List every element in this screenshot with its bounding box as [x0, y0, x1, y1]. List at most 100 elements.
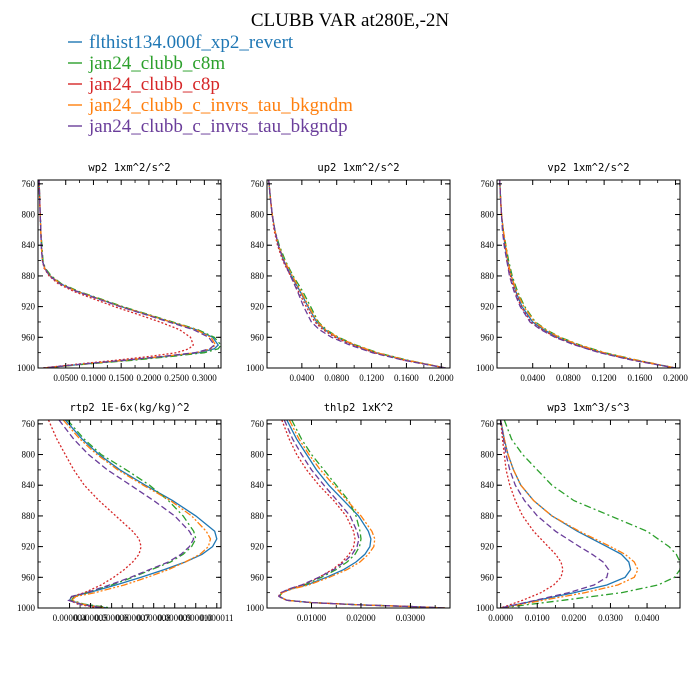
panel-frame [37, 179, 222, 369]
legend-label: jan24_clubb_c_invrs_tau_bkgndm [88, 95, 353, 116]
y-tick-label: 960 [22, 572, 36, 582]
x-tick-label: 0.0500 [53, 373, 78, 383]
panel-frame [496, 419, 681, 609]
x-tick-label: 0.1200 [592, 373, 617, 383]
y-tick-label: 920 [22, 302, 36, 312]
y-tick-label: 960 [251, 332, 265, 342]
series-line [38, 180, 220, 368]
x-tick-label: 0.0100 [525, 613, 550, 623]
x-tick-label: 0.1600 [394, 373, 419, 383]
series-line [38, 180, 216, 368]
x-tick-label: 0.000011 [200, 613, 233, 623]
series-line [277, 420, 446, 608]
y-tick-label: 760 [481, 419, 495, 429]
x-tick-label: 0.000007 [116, 613, 150, 623]
y-tick-label: 1000 [476, 603, 495, 613]
series-lines [499, 180, 676, 368]
panel-title: thlp2 1xK^2 [324, 402, 394, 414]
x-tick-label: 0.1200 [359, 373, 384, 383]
y-tick-label: 840 [22, 240, 36, 250]
series-line [278, 420, 446, 608]
x-tick-label: 0.01000 [297, 613, 327, 623]
legend-item: flthist134.000f_xp2_revert [68, 32, 294, 53]
x-tick-label: 0.000009 [158, 613, 192, 623]
panel-frame [496, 179, 681, 369]
series-line [268, 180, 446, 368]
y-tick-label: 800 [22, 450, 36, 460]
x-tick-label: 0.0800 [324, 373, 349, 383]
series-lines [38, 180, 221, 368]
panel-title: up2 1xm^2/s^2 [317, 162, 399, 174]
series-line [500, 420, 610, 608]
series-line [268, 180, 446, 368]
y-tick-label: 840 [22, 480, 36, 490]
y-tick-label: 920 [251, 542, 265, 552]
series-line [268, 180, 446, 368]
y-tick-label: 920 [481, 302, 495, 312]
y-tick-label: 960 [481, 572, 495, 582]
figure-title: CLUBB VAR at280E,-2N [251, 10, 450, 31]
series-line [500, 420, 632, 608]
series-line [499, 180, 676, 368]
y-tick-label: 840 [481, 480, 495, 490]
x-tick-label: 0.000004 [53, 613, 87, 623]
series-line [499, 180, 676, 368]
panel-title: wp2 1xm^2/s^2 [88, 162, 170, 174]
y-tick-label: 800 [251, 210, 265, 220]
x-tick-label: 0.000006 [95, 613, 129, 623]
legend-label: jan24_clubb_c8p [88, 74, 220, 95]
x-tick-label: 0.000010 [179, 613, 213, 623]
panel-title: wp3 1xm^3/s^3 [547, 402, 629, 414]
y-tick-label: 960 [481, 332, 495, 342]
y-tick-label: 920 [481, 542, 495, 552]
series-line [278, 420, 446, 608]
x-tick-label: 0.000005 [74, 613, 108, 623]
panel-frame [266, 179, 451, 369]
panel-frame [266, 419, 451, 609]
x-tick-label: 0.0400 [520, 373, 545, 383]
y-tick-label: 800 [481, 210, 495, 220]
x-tick-label: 0.02000 [346, 613, 376, 623]
y-tick-label: 760 [22, 419, 36, 429]
series-line [38, 180, 217, 368]
x-tick-label: 0.2000 [137, 373, 162, 383]
panel: rtp2 1E-6x(kg/kg)^2 760 800 840 880 920 960 100… [17, 402, 234, 623]
legend-item: jan24_clubb_c8p [68, 74, 220, 95]
series-line [500, 420, 564, 608]
y-tick-label: 960 [22, 332, 36, 342]
series-line [268, 180, 446, 368]
legend-label: jan24_clubb_c8m [88, 53, 225, 74]
y-tick-label: 1000 [17, 363, 36, 373]
y-tick-label: 880 [22, 271, 36, 281]
x-tick-label: 0.2000 [429, 373, 454, 383]
series-line [62, 420, 212, 608]
series-lines [47, 420, 218, 608]
y-tick-label: 1000 [17, 603, 36, 613]
y-tick-label: 800 [481, 450, 495, 460]
x-tick-label: 0.1600 [627, 373, 652, 383]
legend-label: jan24_clubb_c_invrs_tau_bkgndp [88, 116, 348, 137]
y-tick-label: 800 [251, 450, 265, 460]
panel: up2 1xm^2/s^2 760 800 840 880 920 960 1000 0.040… [246, 162, 454, 383]
panels: wp2 1xm^2/s^2 760 800 840 880 920 960 1000 0.050… [17, 162, 688, 623]
panel: wp2 1xm^2/s^2 760 800 840 880 920 960 1000 0.050… [17, 162, 222, 383]
x-tick-label: 0.0300 [598, 613, 623, 623]
y-tick-label: 800 [22, 210, 36, 220]
series-line [499, 180, 676, 368]
y-tick-label: 880 [251, 271, 265, 281]
y-tick-label: 760 [22, 179, 36, 189]
y-tick-label: 920 [251, 302, 265, 312]
series-line [58, 420, 195, 608]
y-tick-label: 840 [251, 240, 265, 250]
y-tick-label: 880 [251, 511, 265, 521]
series-line [38, 180, 195, 368]
panel-title: rtp2 1E-6x(kg/kg)^2 [69, 402, 189, 414]
x-tick-label: 0.1500 [109, 373, 134, 383]
y-tick-label: 760 [481, 179, 495, 189]
series-line [38, 180, 221, 368]
x-tick-label: 0.0400 [635, 613, 660, 623]
x-tick-label: 0.3000 [192, 373, 217, 383]
series-line [499, 180, 676, 368]
legend-label: flthist134.000f_xp2_revert [89, 32, 294, 53]
x-tick-label: 0.03000 [396, 613, 426, 623]
